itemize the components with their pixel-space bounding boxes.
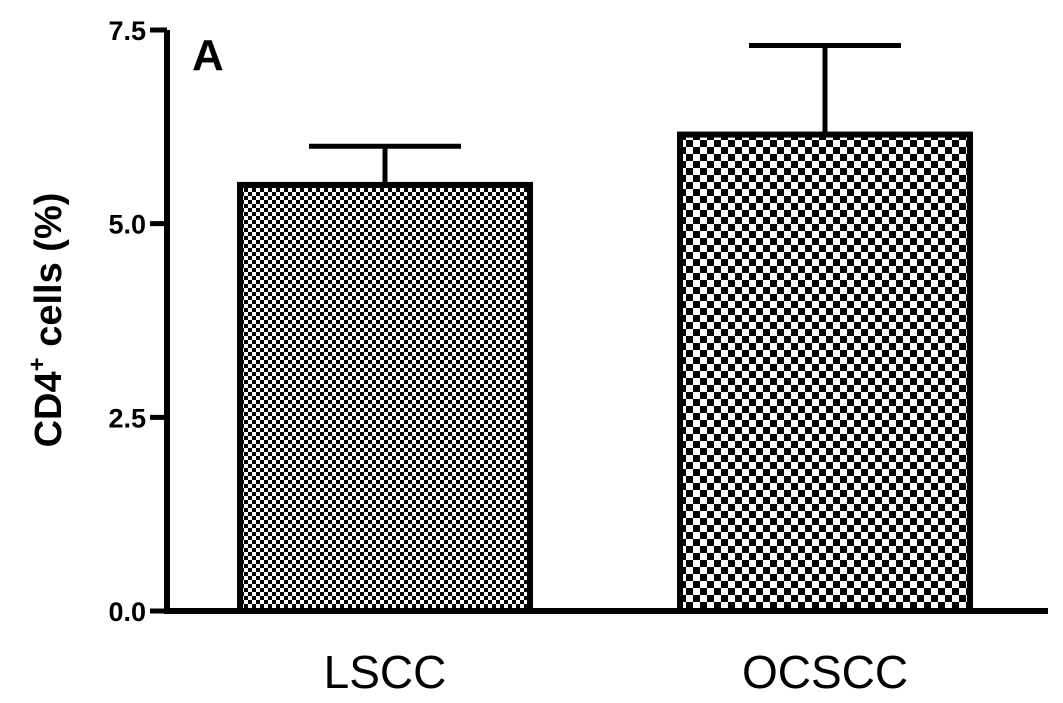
x-category-label: OCSCC: [742, 646, 908, 698]
y-tick-label: 5.0: [108, 210, 146, 240]
y-axis-label-superscript: +: [24, 357, 51, 371]
y-axis-label: CD4+ cells (%): [24, 193, 70, 448]
x-category-label: LSCC: [324, 646, 447, 698]
y-tick-label: 0.0: [108, 597, 146, 627]
y-axis-label-suffix: cells (%): [28, 193, 70, 358]
y-tick-label: 2.5: [108, 403, 146, 433]
y-ticks-layer: 0.0 2.5 5.0 7.5: [108, 16, 167, 627]
bar-ocscc: [677, 131, 973, 615]
bar-lscc: [237, 181, 533, 615]
y-axis-label-main: CD4: [28, 371, 70, 447]
y-tick-label: 7.5: [108, 16, 146, 46]
error-bars-layer: [309, 42, 901, 185]
bars-layer: [237, 131, 973, 615]
x-labels-layer: LSCC OCSCC: [324, 646, 908, 698]
panel-label: A: [192, 31, 224, 80]
